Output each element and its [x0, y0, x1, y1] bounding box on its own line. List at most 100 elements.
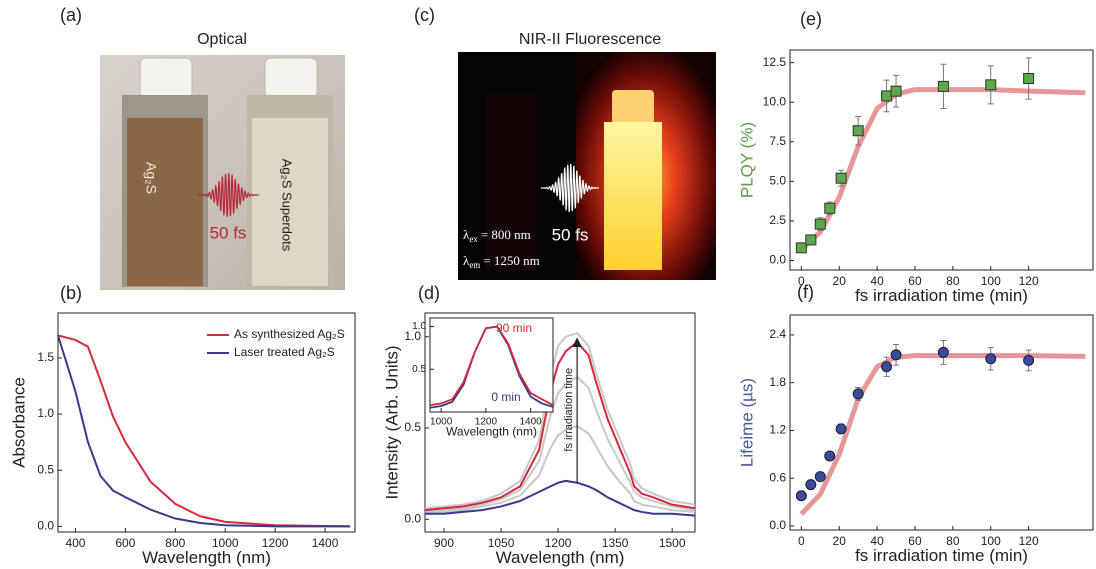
y-tick-label: 1.2 — [769, 423, 786, 437]
y-tick-label: 0.5 — [404, 420, 421, 434]
text: = 800 nm — [481, 227, 531, 242]
data-point — [985, 79, 997, 91]
data-point — [937, 80, 949, 92]
y-axis-label: Lifeime (µs) — [737, 378, 756, 467]
series-line — [799, 87, 1086, 252]
x-tick-label: 40 — [870, 534, 884, 548]
x-tick-label: 120 — [1019, 274, 1039, 288]
data-point — [824, 202, 836, 214]
data-point — [805, 479, 817, 491]
x-tick-label: 0 — [798, 534, 805, 548]
y-tick-label: 1.0 — [404, 329, 421, 343]
data-point — [852, 388, 864, 400]
data-point — [814, 471, 826, 483]
plot-frame — [429, 317, 554, 413]
x-axis-label: fs irradiation time (min) — [855, 546, 1028, 565]
panel-title: NIR-II Fluorescence — [519, 31, 661, 48]
annotation: fs irradiation time — [563, 368, 575, 452]
y-tick-label: 7.5 — [769, 134, 786, 148]
photo-optical: (a) Optical Ag₂S Ag₂S Superdots 50 fs — [60, 5, 345, 290]
pulse-wave — [196, 173, 260, 217]
panel-label: (d) — [418, 283, 440, 303]
panel-label: (b) — [60, 283, 82, 303]
sample-label: Ag₂S Superdots — [280, 159, 295, 252]
x-tick-label: 20 — [833, 274, 847, 288]
data-point — [805, 234, 817, 246]
plot-frame — [789, 314, 1094, 531]
data-point — [835, 423, 847, 435]
y-tick-label: 1.8 — [769, 375, 786, 389]
y-tick-label: 0.5 — [412, 364, 426, 375]
plot-frame — [789, 49, 1094, 271]
y-tick-label: 12.5 — [763, 55, 787, 69]
x-tick-label: 1200 — [262, 536, 289, 550]
data-point — [814, 218, 826, 230]
x-tick-label: 800 — [165, 536, 185, 550]
subscript: em — [469, 260, 480, 270]
data-point — [835, 172, 847, 184]
subscript: ex — [469, 234, 478, 244]
x-tick-label: 80 — [946, 274, 960, 288]
x-tick-label: 900 — [434, 536, 454, 550]
y-tick-label: 2.5 — [769, 213, 786, 227]
y-axis-label: PLQY (%) — [737, 122, 756, 198]
data-point — [795, 242, 807, 254]
x-tick-label: 0 — [798, 274, 805, 288]
data-point — [824, 450, 836, 462]
liquid — [252, 118, 328, 286]
series-line — [799, 353, 1086, 516]
legend-label: As synthesized Ag₂S — [234, 327, 345, 341]
plot-frame — [424, 312, 696, 533]
data-point — [890, 349, 902, 361]
panel-label: (f) — [797, 282, 814, 302]
vial — [604, 122, 662, 270]
data-point — [937, 346, 949, 358]
y-axis-label: Intensity (Arb. Units) — [382, 346, 401, 500]
y-tick-label: 1.0 — [412, 321, 426, 332]
series-line — [429, 325, 554, 407]
x-tick-label: 1200 — [475, 417, 498, 428]
series-label: 90 min — [496, 321, 532, 335]
data-point — [1023, 72, 1035, 84]
cap — [264, 57, 318, 99]
x-tick-label: 600 — [115, 536, 135, 550]
series-label: 0 min — [491, 390, 520, 404]
pulse-label: 50 fs — [210, 223, 247, 242]
x-axis-label: Wavelength (nm) — [142, 548, 271, 567]
y-axis-label: Absorbance — [9, 377, 28, 468]
x-tick-label: 1200 — [545, 536, 572, 550]
y-tick-label: 5.0 — [769, 174, 786, 188]
y-tick-label: 0.6 — [769, 470, 786, 484]
x-tick-label: 1400 — [520, 417, 543, 428]
data-point — [881, 90, 893, 102]
y-tick-label: 0.5 — [37, 462, 54, 476]
y-tick-label: 0.0 — [769, 518, 786, 532]
data-point — [881, 361, 893, 373]
panel-title: Optical — [197, 31, 247, 48]
x-tick-label: 1050 — [488, 536, 515, 550]
series-line — [57, 335, 351, 528]
vial-dark — [486, 95, 536, 270]
y-tick-label: 2.4 — [769, 327, 786, 341]
x-tick-label: 20 — [833, 534, 847, 548]
series-line — [425, 479, 696, 517]
series-line — [425, 425, 696, 513]
x-tick-label: 1000 — [430, 417, 453, 428]
sample-label: Ag₂S — [143, 162, 159, 194]
data-point — [852, 125, 864, 137]
cap — [612, 90, 654, 124]
y-tick-label: 0.0 — [769, 253, 786, 267]
x-axis-label: Wavelength (nm) — [446, 424, 537, 438]
x-tick-label: 60 — [908, 274, 922, 288]
x-tick-label: 60 — [908, 534, 922, 548]
x-tick-label: 100 — [981, 534, 1001, 548]
series-line — [424, 332, 696, 510]
excitation-label: λex = 800 nm — [463, 227, 531, 244]
series-line — [57, 334, 351, 528]
x-tick-label: 80 — [946, 534, 960, 548]
y-tick-label: 1.5 — [37, 350, 54, 364]
x-tick-label: 1350 — [602, 536, 629, 550]
x-tick-label: 400 — [65, 536, 85, 550]
y-tick-label: 0.0 — [37, 519, 54, 533]
